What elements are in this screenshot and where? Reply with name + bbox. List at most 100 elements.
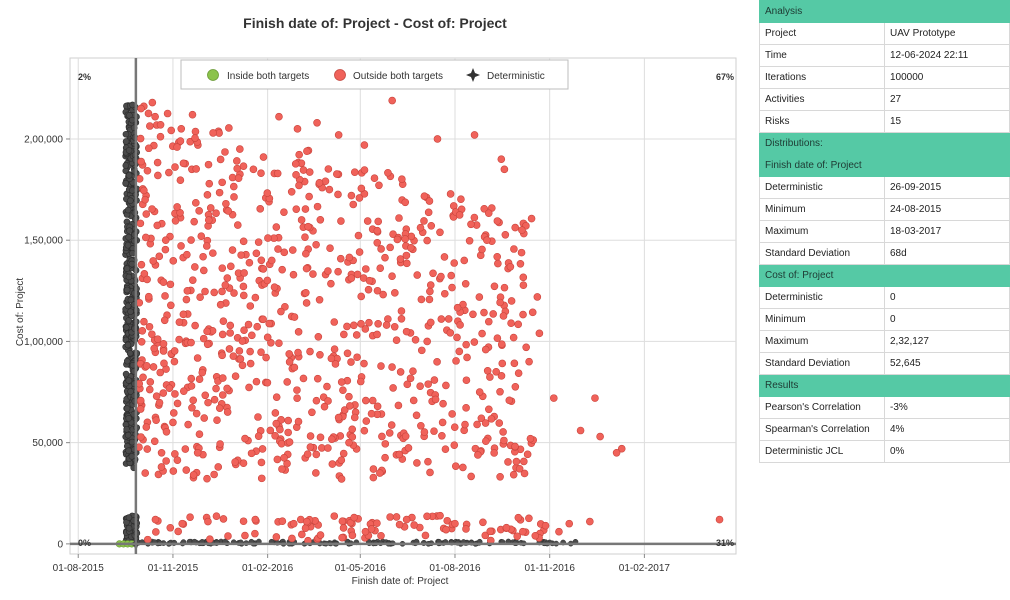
outside-target-point	[204, 216, 213, 224]
outside-target-point	[230, 289, 238, 297]
outside-target-point	[218, 351, 226, 360]
outside-target-point	[316, 215, 325, 224]
outside-target-point	[444, 315, 453, 323]
outside-target-point	[510, 245, 518, 253]
outside-target-point	[203, 327, 211, 336]
outside-target-point	[327, 279, 335, 288]
outside-target-point	[293, 125, 302, 133]
outside-target-point	[376, 469, 384, 477]
legend-box	[180, 59, 569, 90]
outside-target-point	[437, 272, 445, 281]
outside-target-point	[465, 236, 474, 245]
outside-target-point	[302, 249, 310, 258]
panel-label: Minimum	[759, 198, 885, 221]
outside-target-point	[249, 165, 258, 174]
outside-target-point	[330, 318, 339, 326]
outside-target-point	[215, 188, 224, 197]
outside-target-point	[496, 387, 504, 396]
panel-row: Minimum 24-08-2015	[759, 198, 1010, 221]
outside-target-point	[288, 246, 297, 254]
outside-target-point	[316, 350, 324, 359]
outside-target-point	[171, 217, 180, 225]
outside-target-point	[254, 432, 263, 440]
y-tick-label: 1,00,000	[24, 337, 63, 348]
outside-target-point	[417, 346, 426, 355]
outside-target-point	[361, 325, 370, 333]
outside-target-point	[252, 377, 261, 386]
outside-target-point	[170, 357, 179, 366]
outside-target-point	[224, 207, 233, 215]
outside-target-point	[263, 276, 272, 285]
outside-target-point	[184, 420, 192, 429]
outside-target-point	[228, 246, 237, 254]
outside-target-point	[378, 432, 386, 441]
outside-target-point	[576, 426, 585, 435]
outside-target-point	[494, 259, 502, 268]
outside-target-point	[199, 266, 208, 275]
outside-target-point	[486, 527, 495, 536]
outside-target-point	[238, 337, 247, 345]
panel-label: Time	[759, 44, 885, 67]
outside-target-point	[148, 205, 156, 213]
outside-target-point	[173, 456, 182, 464]
panel-label: Activities	[759, 88, 885, 111]
outside-target-point	[338, 517, 347, 525]
outside-target-point	[348, 433, 357, 441]
outside-target-point	[278, 265, 286, 274]
panel-value: 100000	[884, 66, 1010, 89]
outside-target-point	[433, 135, 442, 143]
outside-target-point	[325, 185, 334, 194]
outside-target-point	[149, 363, 158, 371]
outside-target-point	[226, 329, 234, 337]
outside-target-point	[450, 423, 459, 431]
outside-target-point	[287, 188, 296, 196]
outside-target-point	[258, 445, 267, 453]
panel-section-row: Cost of: Project	[759, 264, 1010, 287]
outside-target-point	[191, 127, 200, 136]
panel-section-row: Finish date of: Project	[759, 154, 1010, 177]
panel-value: 18-03-2017	[884, 220, 1010, 243]
outside-target-point	[360, 166, 369, 174]
panel-value: 2,32,127	[884, 330, 1010, 353]
outside-target-point	[137, 104, 145, 113]
outside-target-point	[148, 98, 157, 107]
outside-target-point	[519, 281, 528, 289]
outside-target-point	[470, 213, 479, 222]
outside-target-point	[187, 236, 195, 244]
outside-target-point	[285, 438, 294, 446]
outside-target-point	[280, 248, 289, 257]
outside-target-point	[596, 432, 604, 441]
outside-target-point	[219, 515, 228, 523]
outside-target-point	[144, 109, 153, 118]
outside-target-point	[136, 396, 145, 405]
outside-target-point	[453, 333, 461, 342]
outside-target-point	[495, 419, 504, 427]
outside-target-point	[511, 442, 519, 451]
outside-target-point	[413, 271, 422, 279]
outside-target-point	[324, 397, 332, 405]
outside-target-point	[257, 348, 265, 356]
outside-target-point	[224, 532, 232, 540]
outside-target-point	[225, 345, 234, 353]
outside-target-point	[146, 122, 154, 130]
outside-target-point	[514, 369, 523, 378]
outside-target-point	[244, 320, 253, 329]
outside-target-point	[412, 411, 421, 420]
simulation-point	[126, 227, 133, 235]
outside-target-point	[221, 148, 229, 156]
outside-target-point	[426, 318, 435, 327]
outside-target-point	[446, 329, 455, 337]
outside-target-point	[355, 194, 364, 202]
outside-target-point	[483, 236, 491, 245]
outside-target-point	[457, 195, 465, 204]
outside-target-point	[463, 353, 471, 362]
outside-target-point	[481, 419, 490, 427]
outside-target-point	[135, 175, 144, 183]
outside-target-point	[402, 515, 411, 524]
panel-label: Results	[759, 374, 1010, 397]
outside-target-point	[301, 205, 310, 213]
simulation-point	[123, 286, 131, 294]
panel-label: Finish date of: Project	[759, 154, 1010, 177]
outside-target-point	[303, 450, 312, 458]
outside-target-point	[166, 523, 175, 532]
